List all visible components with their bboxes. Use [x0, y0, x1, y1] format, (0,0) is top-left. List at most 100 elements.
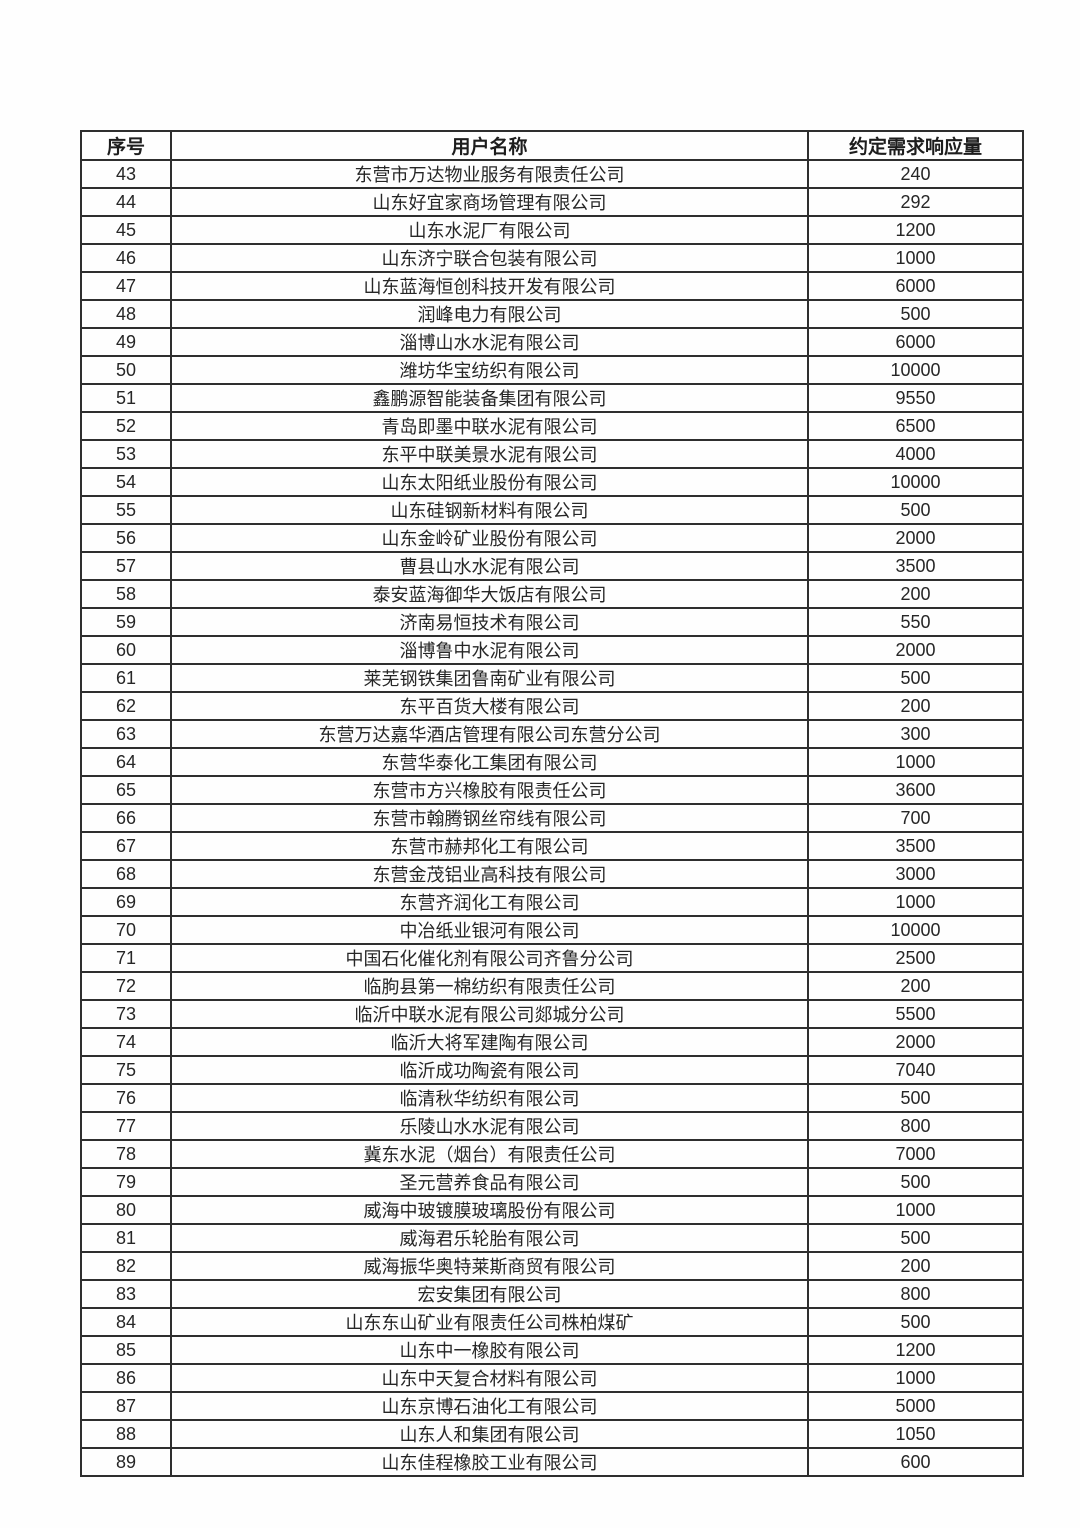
table-row: 52 青岛即墨中联水泥有限公司 6500 [80, 411, 1024, 441]
serial-number-cell: 45 [80, 215, 172, 245]
table-row: 47 山东蓝海恒创科技开发有限公司 6000 [80, 271, 1024, 301]
response-amount-cell: 3500 [807, 831, 1024, 861]
serial-number-cell: 56 [80, 523, 172, 553]
table-row: 46 山东济宁联合包装有限公司 1000 [80, 243, 1024, 273]
response-amount-cell: 2500 [807, 943, 1024, 973]
response-amount-cell: 6000 [807, 327, 1024, 357]
response-amount-cell: 200 [807, 1251, 1024, 1281]
serial-number-cell: 47 [80, 271, 172, 301]
serial-number-cell: 51 [80, 383, 172, 413]
company-name-cell: 山东佳程橡胶工业有限公司 [170, 1447, 809, 1477]
table-row: 57 曹县山水水泥有限公司 3500 [80, 551, 1024, 581]
serial-number-cell: 80 [80, 1195, 172, 1225]
table-row: 70 中冶纸业银河有限公司 10000 [80, 915, 1024, 945]
serial-number-cell: 67 [80, 831, 172, 861]
table-row: 88 山东人和集团有限公司 1050 [80, 1419, 1024, 1449]
table-row: 43 东营市万达物业服务有限责任公司 240 [80, 159, 1024, 189]
company-name-cell: 山东金岭矿业股份有限公司 [170, 523, 809, 553]
company-name-cell: 中冶纸业银河有限公司 [170, 915, 809, 945]
table-row: 50 潍坊华宝纺织有限公司 10000 [80, 355, 1024, 385]
serial-number-cell: 66 [80, 803, 172, 833]
serial-number-cell: 87 [80, 1391, 172, 1421]
table-header-row: 序号 用户名称 约定需求响应量 [80, 130, 1024, 161]
serial-number-cell: 82 [80, 1251, 172, 1281]
company-name-cell: 山东硅钢新材料有限公司 [170, 495, 809, 525]
serial-number-cell: 65 [80, 775, 172, 805]
table-row: 62 东平百货大楼有限公司 200 [80, 691, 1024, 721]
table-row: 58 泰安蓝海御华大饭店有限公司 200 [80, 579, 1024, 609]
table-row: 76 临清秋华纺织有限公司 500 [80, 1083, 1024, 1113]
company-name-cell: 乐陵山水水泥有限公司 [170, 1111, 809, 1141]
header-serial-number: 序号 [80, 130, 172, 161]
response-amount-cell: 500 [807, 663, 1024, 693]
company-name-cell: 山东太阳纸业股份有限公司 [170, 467, 809, 497]
serial-number-cell: 89 [80, 1447, 172, 1477]
table-row: 89 山东佳程橡胶工业有限公司 600 [80, 1447, 1024, 1477]
response-amount-cell: 292 [807, 187, 1024, 217]
company-name-cell: 润峰电力有限公司 [170, 299, 809, 329]
table-row: 79 圣元营养食品有限公司 500 [80, 1167, 1024, 1197]
table-row: 54 山东太阳纸业股份有限公司 10000 [80, 467, 1024, 497]
serial-number-cell: 59 [80, 607, 172, 637]
table-body: 43 东营市万达物业服务有限责任公司 240 44 山东好宜家商场管理有限公司 292 45… [80, 159, 1024, 1477]
response-amount-cell: 3500 [807, 551, 1024, 581]
serial-number-cell: 50 [80, 355, 172, 385]
serial-number-cell: 44 [80, 187, 172, 217]
company-name-cell: 临沂大将军建陶有限公司 [170, 1027, 809, 1057]
table-row: 69 东营齐润化工有限公司 1000 [80, 887, 1024, 917]
serial-number-cell: 46 [80, 243, 172, 273]
response-amount-cell: 1000 [807, 747, 1024, 777]
response-amount-cell: 1200 [807, 1335, 1024, 1365]
company-name-cell: 临沂中联水泥有限公司郯城分公司 [170, 999, 809, 1029]
table-row: 68 东营金茂铝业高科技有限公司 3000 [80, 859, 1024, 889]
company-name-cell: 鑫鹏源智能装备集团有限公司 [170, 383, 809, 413]
table-row: 61 莱芜钢铁集团鲁南矿业有限公司 500 [80, 663, 1024, 693]
table-row: 81 威海君乐轮胎有限公司 500 [80, 1223, 1024, 1253]
serial-number-cell: 78 [80, 1139, 172, 1169]
company-name-cell: 泰安蓝海御华大饭店有限公司 [170, 579, 809, 609]
response-amount-cell: 2000 [807, 635, 1024, 665]
table-row: 72 临朐县第一棉纺织有限责任公司 200 [80, 971, 1024, 1001]
table-row: 53 东平中联美景水泥有限公司 4000 [80, 439, 1024, 469]
table-row: 67 东营市赫邦化工有限公司 3500 [80, 831, 1024, 861]
response-amount-cell: 1000 [807, 1195, 1024, 1225]
serial-number-cell: 76 [80, 1083, 172, 1113]
table-row: 84 山东东山矿业有限责任公司株柏煤矿 500 [80, 1307, 1024, 1337]
table-row: 83 宏安集团有限公司 800 [80, 1279, 1024, 1309]
serial-number-cell: 57 [80, 551, 172, 581]
serial-number-cell: 88 [80, 1419, 172, 1449]
response-amount-cell: 200 [807, 971, 1024, 1001]
company-name-cell: 淄博山水水泥有限公司 [170, 327, 809, 357]
serial-number-cell: 69 [80, 887, 172, 917]
response-amount-cell: 7000 [807, 1139, 1024, 1169]
response-amount-cell: 500 [807, 1083, 1024, 1113]
company-name-cell: 东营市翰腾钢丝帘线有限公司 [170, 803, 809, 833]
table-head: 序号 用户名称 约定需求响应量 [80, 130, 1024, 161]
table-row: 75 临沂成功陶瓷有限公司 7040 [80, 1055, 1024, 1085]
serial-number-cell: 85 [80, 1335, 172, 1365]
serial-number-cell: 68 [80, 859, 172, 889]
company-name-cell: 山东京博石油化工有限公司 [170, 1391, 809, 1421]
table-row: 74 临沂大将军建陶有限公司 2000 [80, 1027, 1024, 1057]
response-amount-cell: 10000 [807, 355, 1024, 385]
table-row: 55 山东硅钢新材料有限公司 500 [80, 495, 1024, 525]
company-name-cell: 东营市万达物业服务有限责任公司 [170, 159, 809, 189]
table-row: 77 乐陵山水水泥有限公司 800 [80, 1111, 1024, 1141]
response-amount-cell: 1000 [807, 887, 1024, 917]
table-row: 63 东营万达嘉华酒店管理有限公司东营分公司 300 [80, 719, 1024, 749]
company-name-cell: 威海君乐轮胎有限公司 [170, 1223, 809, 1253]
company-name-cell: 冀东水泥（烟台）有限责任公司 [170, 1139, 809, 1169]
company-name-cell: 东营市赫邦化工有限公司 [170, 831, 809, 861]
company-name-cell: 山东好宜家商场管理有限公司 [170, 187, 809, 217]
company-name-cell: 青岛即墨中联水泥有限公司 [170, 411, 809, 441]
response-amount-cell: 200 [807, 691, 1024, 721]
company-name-cell: 山东济宁联合包装有限公司 [170, 243, 809, 273]
company-name-cell: 临清秋华纺织有限公司 [170, 1083, 809, 1113]
company-name-cell: 山东东山矿业有限责任公司株柏煤矿 [170, 1307, 809, 1337]
table-row: 60 淄博鲁中水泥有限公司 2000 [80, 635, 1024, 665]
company-name-cell: 东营华泰化工集团有限公司 [170, 747, 809, 777]
serial-number-cell: 61 [80, 663, 172, 693]
company-name-cell: 潍坊华宝纺织有限公司 [170, 355, 809, 385]
table-row: 66 东营市翰腾钢丝帘线有限公司 700 [80, 803, 1024, 833]
